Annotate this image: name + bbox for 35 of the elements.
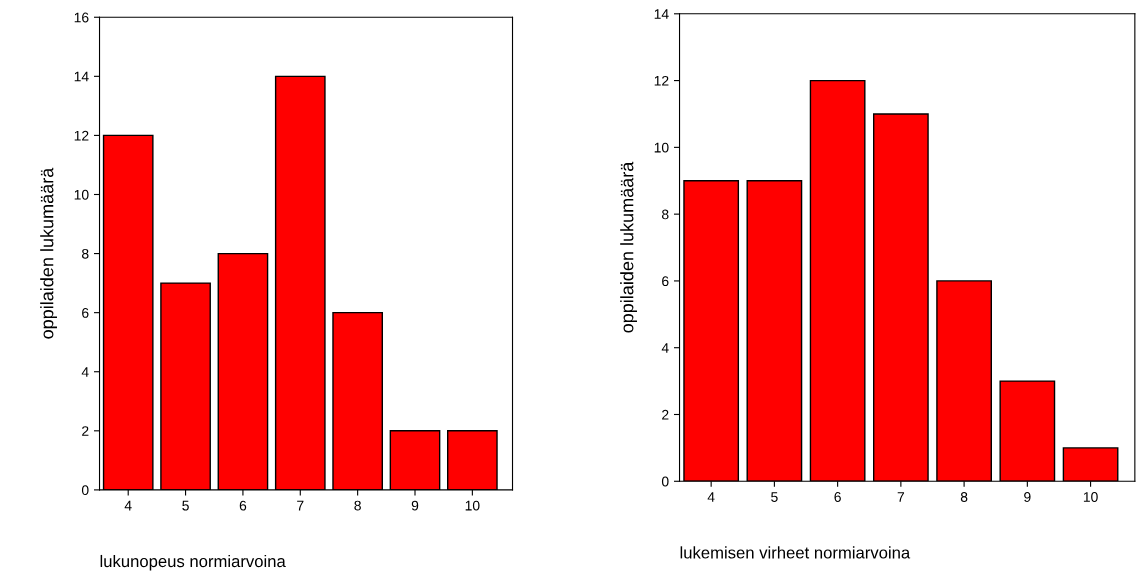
y-tick-label: 6 [82,307,89,318]
x-tick-label: 7 [297,500,304,511]
x-axis-title: lukemisen virheet normiarvoina [680,546,911,559]
x-axis-title: lukunopeus normiarvoina [100,554,286,571]
x-tick-label: 5 [182,500,189,511]
y-tick-label: 6 [662,276,669,287]
y-tick-label: 2 [82,426,89,436]
x-tick-label: 6 [834,492,841,502]
x-tick-label: 9 [411,500,419,511]
y-tick-label: 0 [81,485,89,496]
y-tick-label: 16 [74,12,89,23]
y-tick-label: 4 [81,367,89,377]
y-axis-title: oppilaiden lukumäärä [40,167,57,339]
x-tick-label: 10 [465,500,480,511]
x-tick-label: 7 [897,492,905,502]
y-tick-label: 10 [74,189,89,200]
y-tick-label: 8 [662,209,669,220]
y-tick-label: 14 [74,71,89,82]
y-tick-label: 14 [654,9,669,19]
y-tick-label: 4 [661,343,669,353]
y-axis-title: oppilaiden lukumäärä [620,161,638,333]
y-tick-label: 0 [661,476,669,487]
y-tick-label: 10 [654,142,669,153]
x-tick-label: 4 [707,492,715,502]
x-tick-label: 8 [960,492,968,502]
x-tick-label: 4 [124,500,132,511]
x-tick-label: 9 [1024,492,1031,502]
y-tick-label: 2 [662,409,669,420]
y-tick-label: 8 [81,248,89,259]
x-tick-label: 5 [771,492,778,502]
y-tick-label: 12 [654,75,669,86]
y-tick-label: 12 [74,130,89,141]
x-tick-label: 6 [239,500,247,511]
x-tick-label: 8 [354,500,361,511]
x-tick-label: 10 [1083,492,1098,502]
